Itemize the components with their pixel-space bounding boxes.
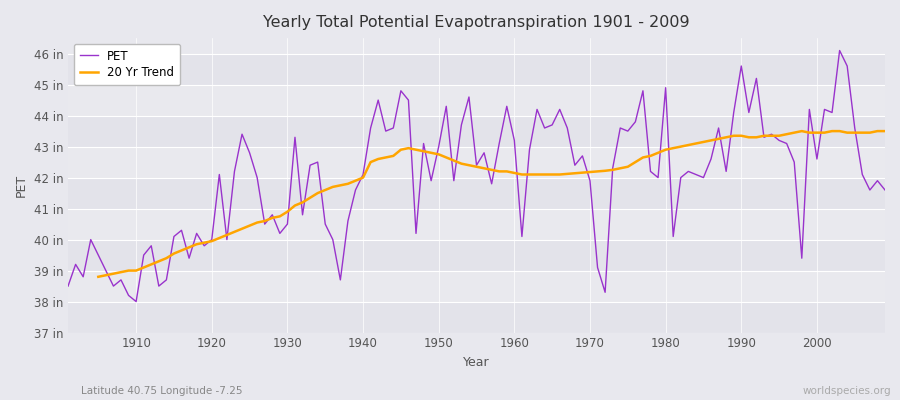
20 Yr Trend: [879, 129, 890, 134]
Text: Latitude 40.75 Longitude -7.25: Latitude 40.75 Longitude -7.25: [81, 386, 242, 396]
PET: [297, 212, 308, 217]
Bar: [68, 85, 885, 116]
PET: [508, 138, 519, 143]
Title: Yearly Total Potential Evapotranspiration 1901 - 2009: Yearly Total Potential Evapotranspiratio…: [263, 15, 689, 30]
20 Yr Trend: [199, 240, 210, 245]
Bar: [68, 302, 885, 332]
Legend: PET, 20 Yr Trend: PET, 20 Yr Trend: [74, 44, 180, 85]
20 Yr Trend: [93, 274, 104, 279]
Bar: [68, 270, 885, 302]
PET: [63, 284, 74, 288]
20 Yr Trend: [796, 129, 807, 134]
Bar: [68, 178, 885, 208]
Line: 20 Yr Trend: 20 Yr Trend: [98, 131, 885, 277]
Line: PET: PET: [68, 50, 885, 302]
Bar: [68, 116, 885, 147]
PET: [879, 188, 890, 192]
PET: [517, 234, 527, 239]
Bar: [68, 208, 885, 240]
Text: worldspecies.org: worldspecies.org: [803, 386, 891, 396]
PET: [123, 293, 134, 298]
Bar: [68, 147, 885, 178]
20 Yr Trend: [433, 152, 444, 157]
PET: [608, 166, 618, 171]
X-axis label: Year: Year: [464, 356, 490, 369]
Y-axis label: PET: PET: [15, 174, 28, 197]
20 Yr Trend: [101, 273, 112, 278]
PET: [343, 218, 354, 223]
PET: [834, 48, 845, 53]
Bar: [68, 54, 885, 85]
Bar: [68, 240, 885, 270]
20 Yr Trend: [668, 146, 679, 150]
PET: [130, 299, 141, 304]
20 Yr Trend: [661, 147, 671, 152]
20 Yr Trend: [872, 129, 883, 134]
